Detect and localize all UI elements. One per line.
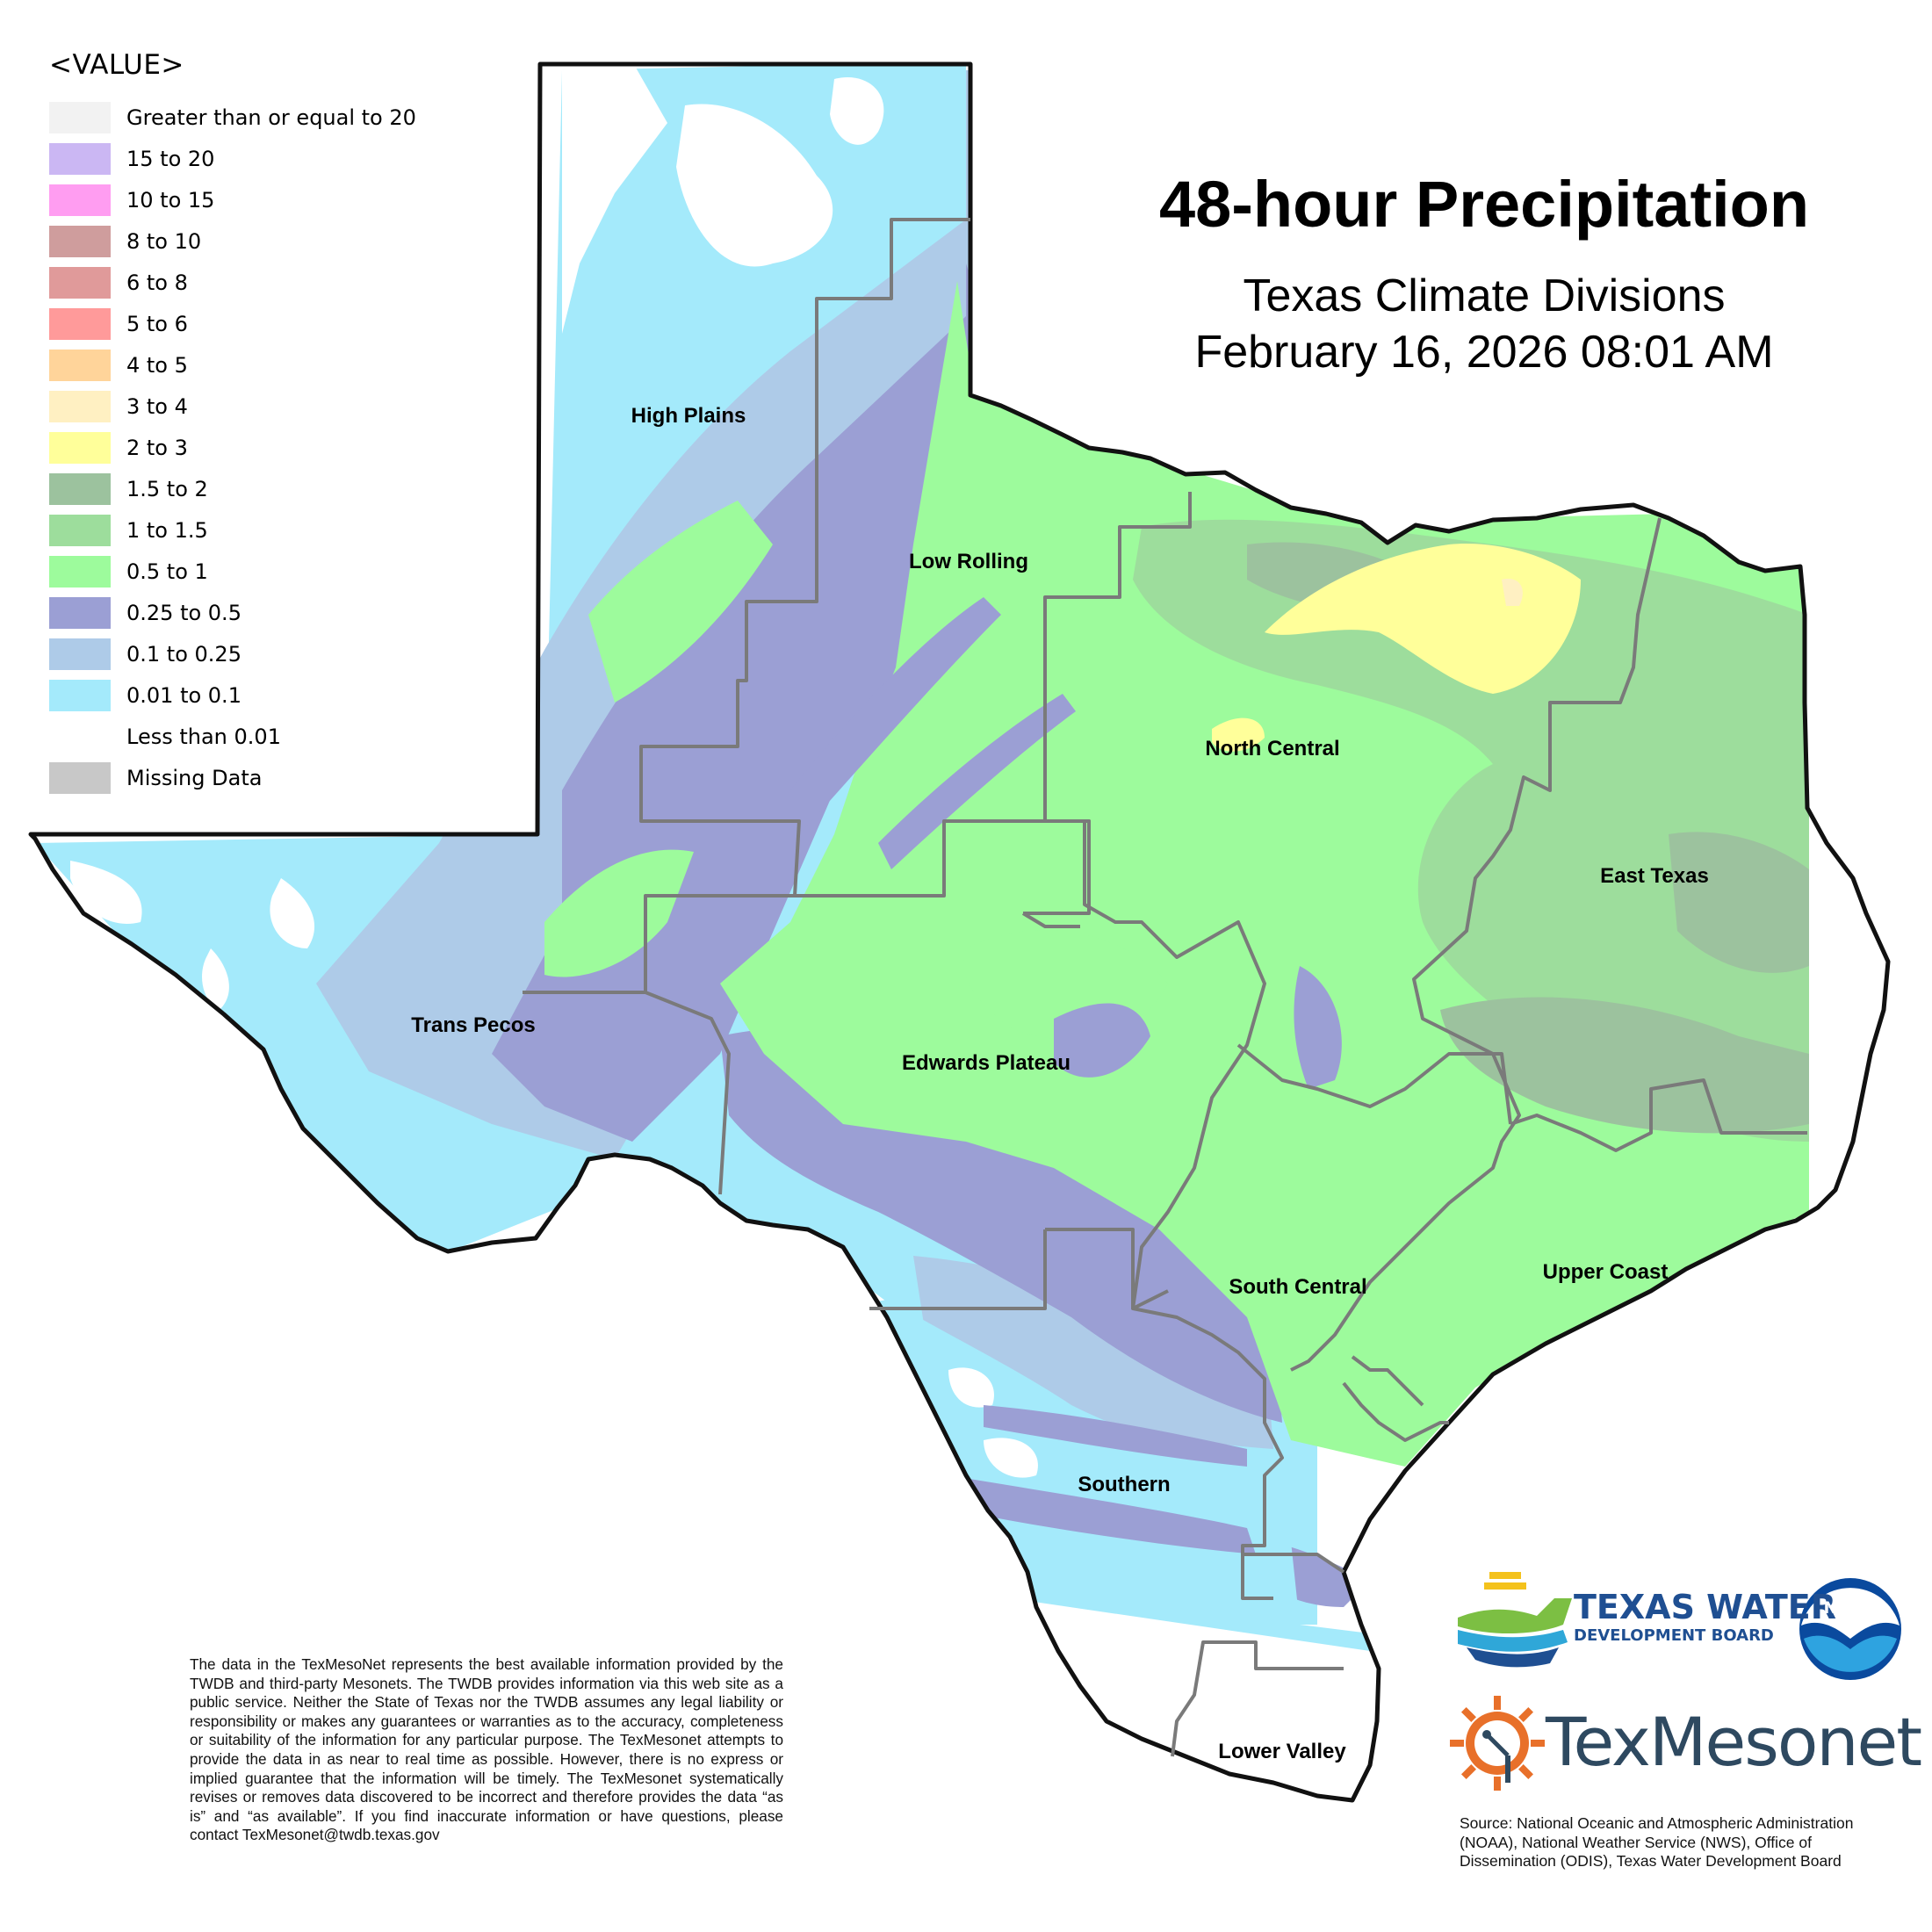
legend-item: Less than 0.01 [49,716,453,757]
legend-item: 6 to 8 [49,262,453,303]
legend-label: Missing Data [126,765,263,790]
legend-label: 4 to 5 [126,352,188,378]
legend-item: 0.01 to 0.1 [49,674,453,716]
legend-item: 0.25 to 0.5 [49,592,453,633]
climate-division-lines [523,218,1807,1757]
legend-label: 6 to 8 [126,270,188,295]
legend-label: 3 to 4 [126,393,188,419]
legend-item: Greater than or equal to 20 [49,97,453,138]
label-upper-coast: Upper Coast [1542,1260,1669,1284]
legend-label: 2 to 3 [126,435,188,460]
legend-swatch [49,266,111,299]
legend-item: 4 to 5 [49,344,453,386]
subtitle-date: February 16, 2026 08:01 AM [1194,327,1774,378]
legend-swatch [49,101,111,133]
label-trans-pecos: Trans Pecos [411,1013,536,1037]
legend-title: <VALUE> [49,49,184,81]
texmesonet-sun-icon [1450,1696,1545,1791]
noaa-logo-text: NOAA [1823,1598,1878,1618]
noaa-logo: NOAA [1799,1577,1902,1681]
legend-label: 15 to 20 [126,146,215,171]
legend-swatch [49,679,111,711]
texas-boundary [28,61,1891,1803]
legend-swatch [49,184,111,216]
map-subtitle: Texas Climate Divisions February 16, 202… [1089,268,1879,380]
twdb-logo-icon [1458,1572,1572,1668]
legend-label: 0.5 to 1 [126,559,208,584]
label-lower-valley: Lower Valley [1218,1740,1346,1763]
label-high-plains: High Plains [631,404,746,428]
label-southern: Southern [1078,1473,1171,1496]
legend-item: 8 to 10 [49,220,453,262]
texmesonet-logo: TexMesonet [1458,1699,1922,1796]
label-north-central: North Central [1205,737,1340,761]
legend-item: 1 to 1.5 [49,509,453,551]
legend-label: 0.01 to 0.1 [126,682,242,708]
legend: <VALUE> Greater than or equal to 20 15 to… [49,49,453,798]
legend-item: 0.5 to 1 [49,551,453,592]
legend-label: 0.1 to 0.25 [126,641,242,667]
legend-swatch [49,596,111,629]
legend-label: 0.25 to 0.5 [126,600,242,625]
legend-swatch [49,472,111,505]
legend-swatch [49,431,111,464]
label-low-rolling: Low Rolling [909,550,1028,573]
legend-item: 0.1 to 0.25 [49,633,453,674]
legend-item: 2 to 3 [49,427,453,468]
legend-item: 15 to 20 [49,138,453,179]
label-south-central: South Central [1229,1275,1367,1299]
legend-label: 1.5 to 2 [126,476,208,501]
map-title: 48-hour Precipitation [1158,168,1810,241]
legend-swatch [49,720,111,753]
legend-item: Missing Data [49,757,453,798]
legend-swatch [49,349,111,381]
legend-items: Greater than or equal to 20 15 to 20 10 to… [49,97,453,798]
legend-label: Greater than or equal to 20 [126,105,416,130]
legend-label: Less than 0.01 [126,724,281,749]
legend-item: 5 to 6 [49,303,453,344]
legend-label: 8 to 10 [126,228,202,254]
legend-swatch [49,142,111,175]
noaa-logo-icon [1799,1578,1901,1680]
legend-item: 3 to 4 [49,386,453,427]
legend-swatch [49,761,111,794]
disclaimer-text: The data in the TexMesoNet represents th… [190,1655,783,1844]
legend-label: 1 to 1.5 [126,517,208,543]
texmesonet-logo-text: TexMesonet [1546,1703,1922,1781]
legend-swatch [49,225,111,257]
legend-item: 10 to 15 [49,179,453,220]
twdb-logo-line1: TEXAS WATER [1574,1588,1836,1626]
legend-swatch [49,514,111,546]
legend-label: 10 to 15 [126,187,215,213]
subtitle-divisions: Texas Climate Divisions [1243,270,1726,321]
legend-swatch [49,307,111,340]
legend-swatch [49,390,111,422]
legend-label: 5 to 6 [126,311,188,336]
twdb-logo: TEXAS WATER DEVELOPMENT BOARD [1458,1572,1836,1669]
source-text: Source: National Oceanic and Atmospheric… [1460,1814,1854,1870]
legend-item: 1.5 to 2 [49,468,453,509]
label-edwards-plateau: Edwards Plateau [901,1051,1071,1075]
twdb-logo-line2: DEVELOPMENT BOARD [1574,1626,1774,1645]
legend-swatch [49,638,111,670]
label-east-texas: East Texas [1600,864,1709,888]
legend-swatch [49,555,111,588]
